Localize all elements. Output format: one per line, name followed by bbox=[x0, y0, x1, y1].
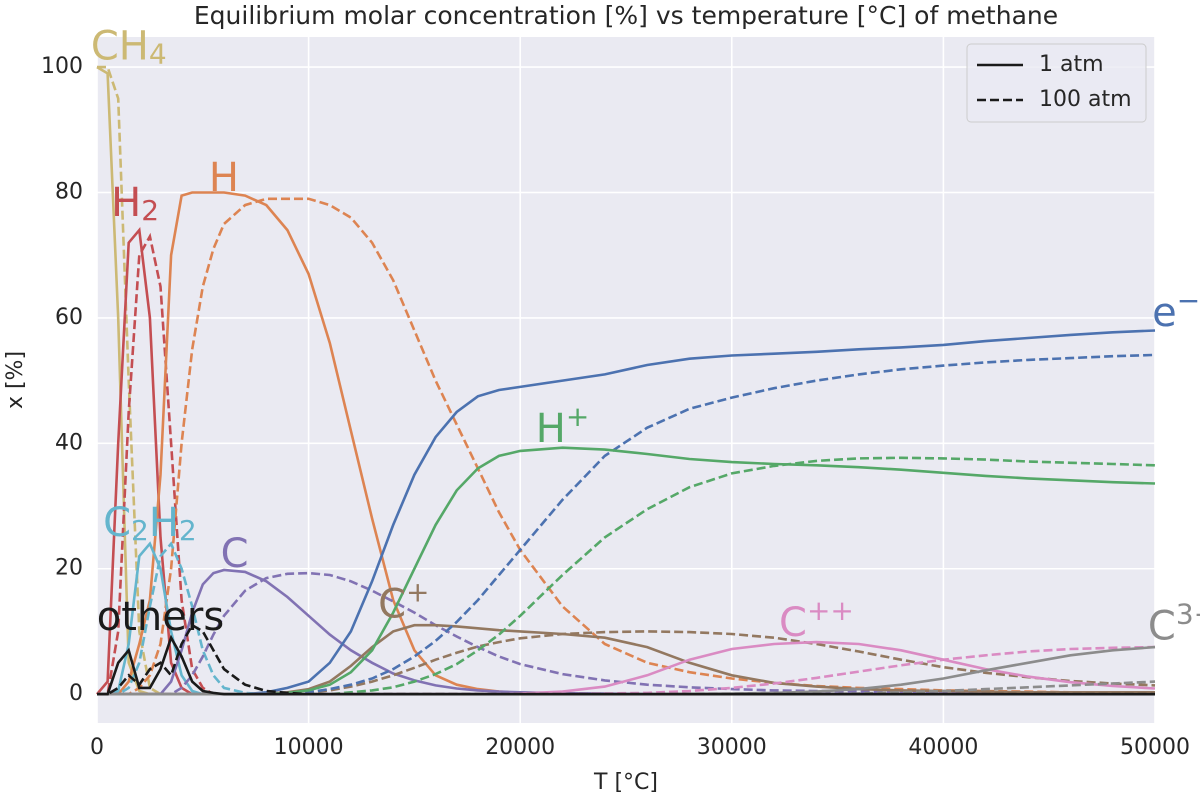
label-part: 2 bbox=[131, 514, 149, 547]
label-part: H bbox=[209, 155, 239, 201]
series-line bbox=[97, 623, 1155, 696]
label-part: 2 bbox=[141, 194, 159, 227]
legend-label: 1 atm bbox=[1039, 52, 1104, 77]
species-label: C3+ bbox=[1148, 598, 1200, 650]
species-label: H+ bbox=[536, 400, 590, 452]
label-part: C bbox=[1148, 603, 1176, 649]
species-label: others bbox=[97, 594, 224, 640]
species-label: CH4 bbox=[91, 23, 167, 70]
y-tick-label: 100 bbox=[41, 54, 83, 79]
label-part: e bbox=[1152, 290, 1177, 336]
label-part: C bbox=[378, 581, 406, 627]
legend-label: 100 atm bbox=[1039, 87, 1132, 112]
species-label: H2 bbox=[111, 180, 159, 227]
y-tick-label: 20 bbox=[55, 556, 83, 581]
species-label: e− bbox=[1152, 284, 1200, 336]
x-tick-label: 20000 bbox=[485, 735, 555, 760]
y-tick-label: 40 bbox=[55, 430, 83, 455]
species-label: C bbox=[221, 531, 249, 577]
label-part: 2 bbox=[179, 514, 197, 547]
label-part: H bbox=[536, 406, 566, 452]
species-label: C+ bbox=[378, 576, 429, 628]
species-label: H bbox=[209, 155, 239, 201]
series-line bbox=[97, 197, 1156, 696]
y-tick-label: 60 bbox=[55, 305, 83, 330]
x-tick-label: 40000 bbox=[908, 735, 978, 760]
species-label: C++ bbox=[779, 595, 854, 647]
label-part: C bbox=[779, 600, 807, 646]
label-part: H bbox=[111, 180, 141, 226]
label-part: − bbox=[1177, 284, 1200, 317]
label-part: 4 bbox=[149, 37, 167, 70]
y-tick-label: 0 bbox=[69, 681, 83, 706]
plot-area bbox=[97, 37, 1155, 723]
x-tick-label: 0 bbox=[90, 735, 104, 760]
label-part: others bbox=[97, 594, 224, 640]
x-tick-label: 50000 bbox=[1120, 735, 1190, 760]
species-label: C2H2 bbox=[103, 500, 197, 547]
plot-lines bbox=[96, 65, 1156, 696]
label-part: C bbox=[221, 531, 249, 577]
label-part: H bbox=[149, 500, 179, 546]
label-part: CH bbox=[91, 23, 149, 69]
label-part: + bbox=[406, 576, 429, 609]
legend-box bbox=[966, 43, 1147, 123]
x-axis-label: T [°C] bbox=[593, 770, 658, 795]
label-part: + bbox=[566, 400, 589, 433]
label-part: C bbox=[103, 500, 131, 546]
x-tick-label: 10000 bbox=[274, 735, 344, 760]
x-tick-label: 30000 bbox=[697, 735, 767, 760]
y-tick-label: 80 bbox=[55, 180, 83, 205]
label-part: 3+ bbox=[1176, 598, 1200, 631]
chart-title: Equilibrium molar concentration [%] vs t… bbox=[194, 1, 1058, 30]
y-axis-label: x [%] bbox=[3, 351, 28, 409]
label-part: ++ bbox=[807, 595, 854, 628]
